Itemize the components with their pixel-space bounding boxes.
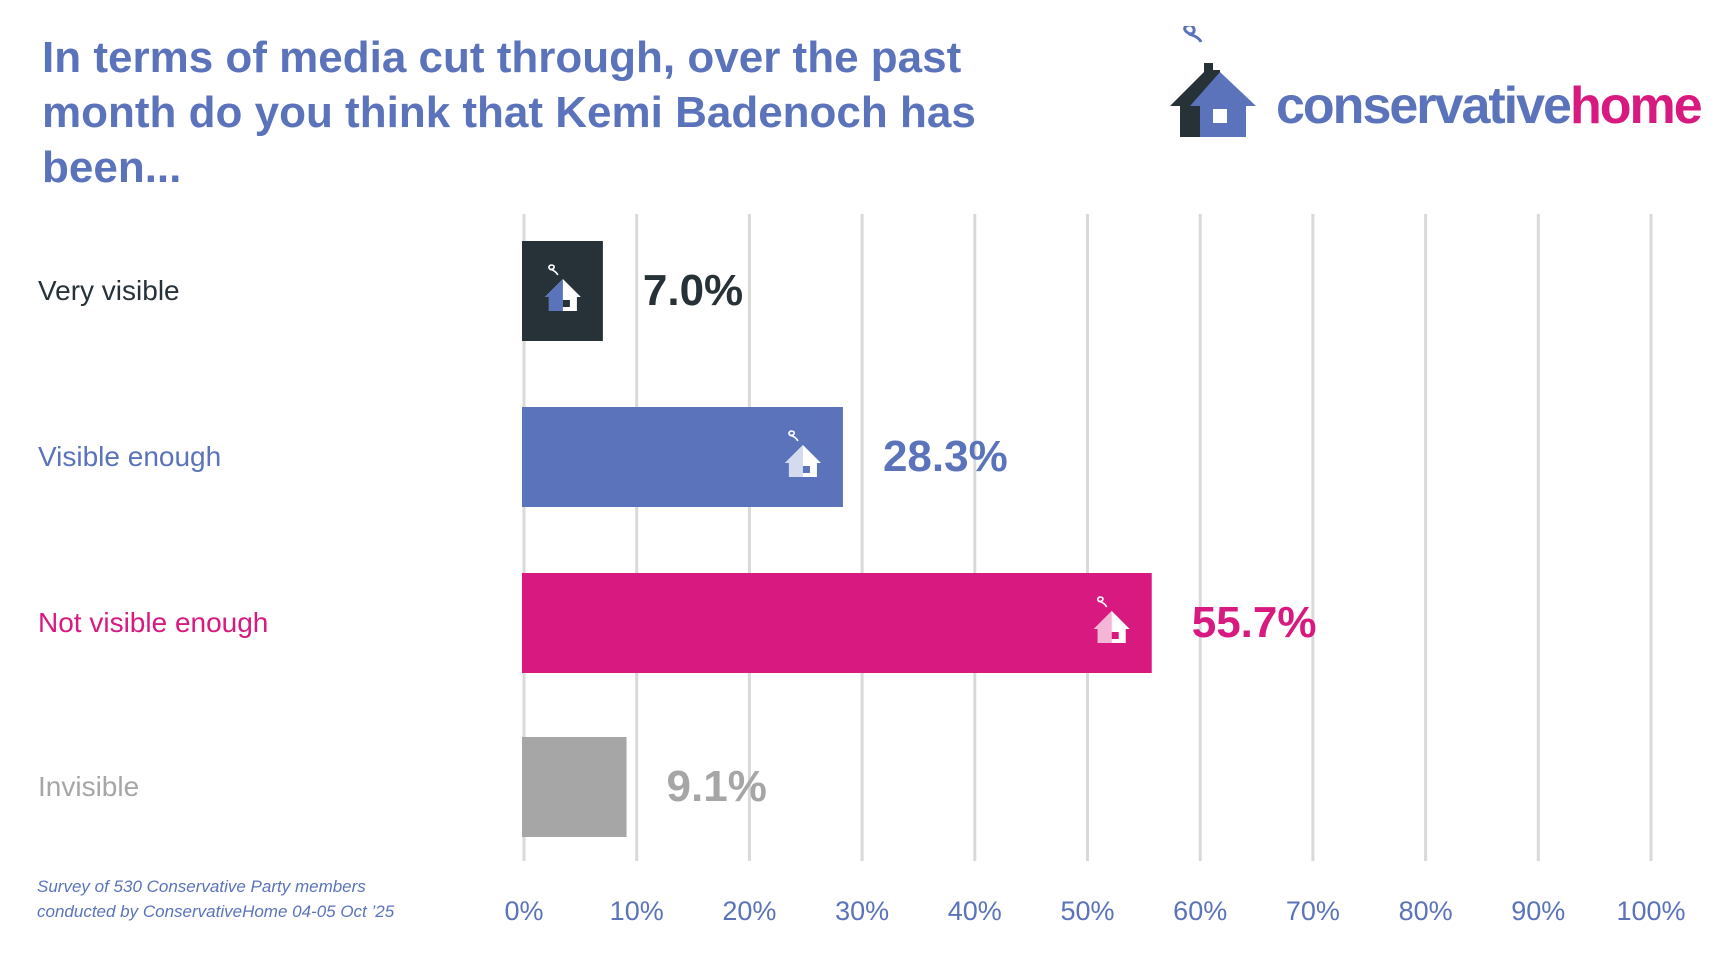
house-icon [544, 264, 581, 311]
x-tick-label: 20% [722, 896, 776, 926]
house-icon [784, 430, 821, 477]
x-tick-label: 100% [1616, 896, 1685, 926]
bar [522, 573, 1152, 673]
bar [522, 407, 843, 507]
category-label: Invisible [38, 771, 139, 802]
chart-title: In terms of media cut through, over the … [42, 33, 976, 192]
conservativehome-logo: conservativehome [1170, 23, 1710, 141]
category-label: Not visible enough [38, 607, 268, 638]
value-label: 9.1% [667, 762, 767, 811]
logo-text-conservative: conservative [1276, 77, 1572, 135]
x-tick-label: 40% [948, 896, 1002, 926]
x-tick-label: 50% [1060, 896, 1114, 926]
house-logo-icon [1170, 23, 1256, 137]
bar [522, 737, 627, 837]
category-label: Visible enough [38, 441, 221, 472]
footnote-line-2: conducted by ConservativeHome 04-05 Oct … [37, 902, 395, 921]
footnote: Survey of 530 Conservative Party members… [37, 874, 394, 924]
x-tick-label: 70% [1286, 896, 1340, 926]
x-tick-label: 0% [504, 896, 543, 926]
x-tick-label: 80% [1399, 896, 1453, 926]
house-icon [1093, 596, 1130, 643]
x-tick-label: 30% [835, 896, 889, 926]
x-tick-label: 90% [1511, 896, 1565, 926]
footnote-line-1: Survey of 530 Conservative Party members [37, 877, 366, 896]
x-tick-label: 10% [610, 896, 664, 926]
value-label: 7.0% [643, 266, 743, 315]
value-label: 28.3% [883, 432, 1008, 481]
logo-text-home: home [1569, 77, 1703, 135]
value-label: 55.7% [1192, 598, 1317, 647]
x-tick-label: 60% [1173, 896, 1227, 926]
category-label: Very visible [38, 275, 180, 306]
